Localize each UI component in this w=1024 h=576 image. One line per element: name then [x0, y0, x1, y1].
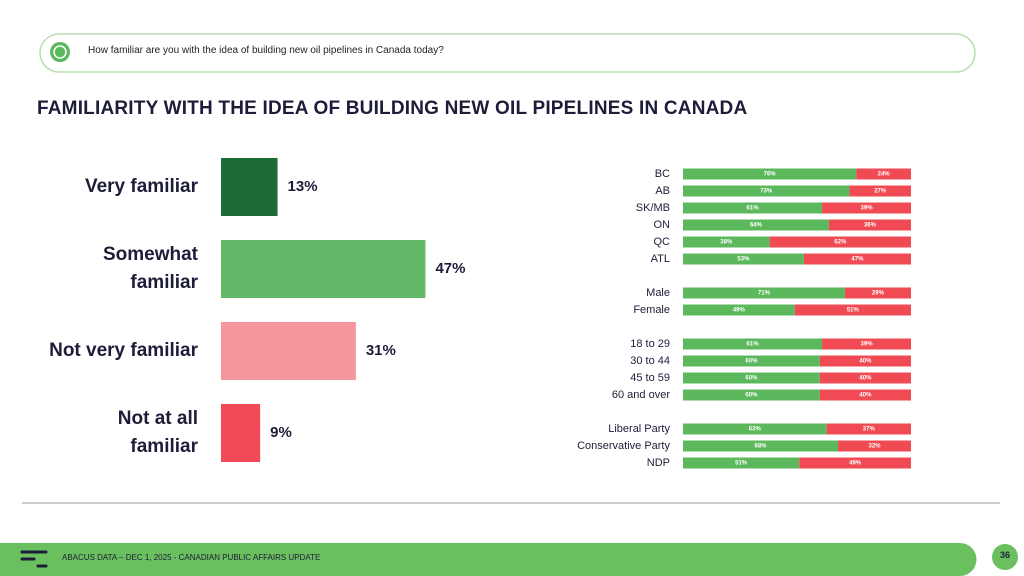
chart-title: FAMILIARITY WITH THE IDEA OF BUILDING NE…	[37, 98, 748, 119]
bar-segment	[683, 457, 800, 469]
category-label: Male	[646, 287, 670, 299]
bar-segment	[683, 202, 823, 214]
value-label: 73%	[760, 189, 773, 195]
category-label: Very familiar	[84, 176, 198, 197]
value-label: 51%	[847, 308, 860, 314]
bar	[221, 322, 356, 380]
bar	[221, 404, 261, 462]
bar-segment	[683, 389, 820, 401]
bar-segment	[822, 202, 911, 214]
footer-bar	[0, 543, 977, 576]
category-label: ATL	[651, 253, 670, 265]
value-label: 71%	[758, 291, 771, 297]
value-label: 47%	[851, 257, 864, 263]
bar-segment	[849, 185, 911, 197]
category-label: 30 to 44	[630, 355, 670, 367]
value-label: 61%	[747, 206, 760, 212]
value-label: 64%	[750, 223, 763, 229]
category-label: ON	[654, 219, 671, 231]
value-label: 13%	[288, 178, 318, 195]
value-label: 51%	[735, 461, 748, 467]
bar-segment	[683, 355, 820, 367]
value-label: 40%	[859, 376, 872, 382]
value-label: 49%	[733, 308, 746, 314]
category-label: SK/MB	[636, 202, 670, 214]
category-label: NDP	[647, 457, 670, 469]
bar-segment	[683, 219, 829, 231]
bar	[221, 240, 426, 298]
bar	[221, 158, 278, 216]
question-text: How familiar are you with the idea of bu…	[88, 45, 444, 56]
bar-segment	[683, 440, 839, 452]
category-label: Not at all familiar	[117, 408, 198, 457]
value-label: 39%	[861, 206, 874, 212]
value-label: 60%	[745, 376, 758, 382]
category-label: BC	[655, 168, 670, 180]
question-icon	[50, 42, 70, 62]
category-label: AB	[655, 185, 670, 197]
value-label: 40%	[859, 393, 872, 399]
question-icon-ring	[53, 45, 67, 59]
value-label: 9%	[270, 424, 292, 441]
category-label: Not very familiar	[49, 340, 198, 361]
bar-segment	[683, 168, 857, 180]
bar-segment	[819, 355, 911, 367]
category-label: 18 to 29	[630, 338, 670, 350]
value-label: 60%	[745, 359, 758, 365]
value-label: 37%	[863, 427, 876, 433]
question-box	[39, 33, 976, 73]
footer-text: ABACUS DATA – DEC 1, 2025 - CANADIAN PUB…	[62, 553, 321, 562]
value-label: 39%	[861, 342, 874, 348]
value-label: 63%	[749, 427, 762, 433]
category-label: 60 and over	[612, 389, 670, 401]
bar-segment	[819, 389, 911, 401]
page-number-circle	[992, 544, 1018, 570]
value-label: 29%	[872, 291, 885, 297]
bar-segment	[828, 219, 911, 231]
bar-segment	[769, 236, 911, 248]
value-label: 60%	[745, 393, 758, 399]
bar-segment	[803, 253, 911, 265]
bar-segment	[799, 457, 911, 469]
value-label: 61%	[747, 342, 760, 348]
value-label: 76%	[764, 172, 777, 178]
value-label: 62%	[834, 240, 847, 246]
value-label: 68%	[755, 444, 768, 450]
bar-segment	[683, 253, 804, 265]
value-label: 40%	[859, 359, 872, 365]
category-label: 45 to 59	[630, 372, 670, 384]
bar-segment	[683, 304, 795, 316]
category-label: Conservative Party	[577, 440, 670, 452]
value-label: 49%	[849, 461, 862, 467]
value-label: 53%	[737, 257, 750, 263]
category-label: Somewhat familiar	[102, 244, 198, 293]
value-label: 32%	[869, 444, 882, 450]
bar-segment	[683, 338, 823, 350]
bar-segment	[822, 338, 911, 350]
bar-segment	[683, 372, 820, 384]
value-label: 36%	[864, 223, 877, 229]
bar-segment	[838, 440, 911, 452]
bar-segment	[794, 304, 911, 316]
value-label: 24%	[878, 172, 891, 178]
value-label: 31%	[366, 342, 396, 359]
bar-segment	[819, 372, 911, 384]
page-number: 36	[999, 550, 1010, 560]
bar-segment	[683, 423, 827, 435]
category-label: Female	[633, 304, 670, 316]
bar-segment	[683, 287, 845, 299]
value-label: 38%	[720, 240, 733, 246]
bar-segment	[683, 185, 850, 197]
bar-segment	[844, 287, 911, 299]
value-label: 27%	[874, 189, 887, 195]
category-label: Liberal Party	[608, 423, 670, 435]
category-label: QC	[654, 236, 671, 248]
logo	[20, 550, 48, 568]
bar-segment	[683, 236, 770, 248]
value-label: 47%	[435, 260, 465, 277]
bar-segment	[856, 168, 911, 180]
bar-segment	[826, 423, 911, 435]
